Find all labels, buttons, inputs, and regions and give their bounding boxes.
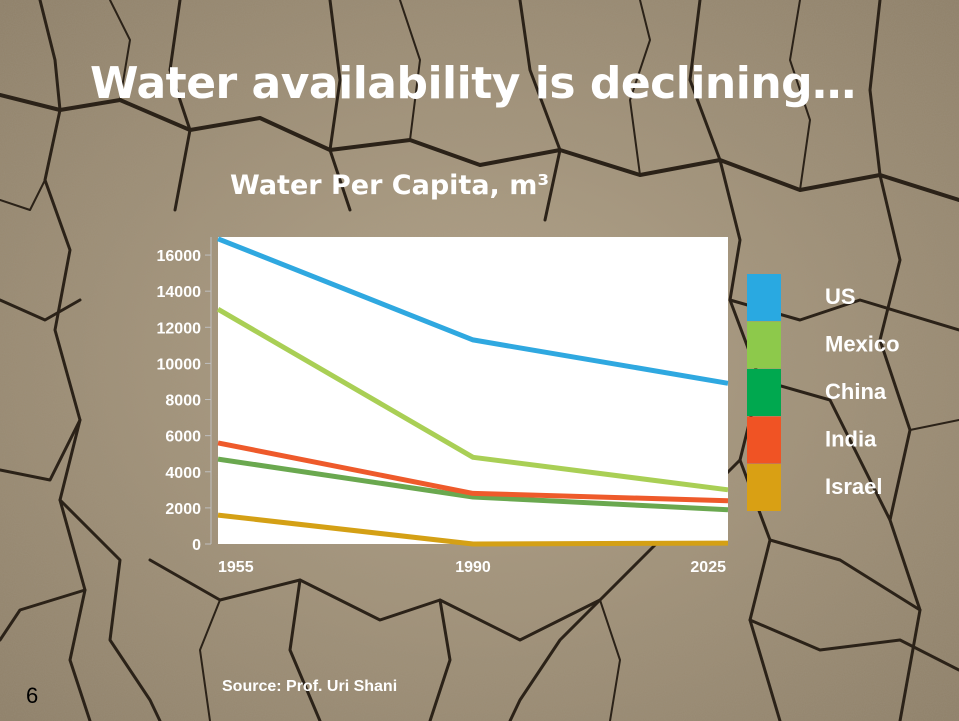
- y-tick-label: 8000: [165, 393, 201, 410]
- y-tick-label: 0: [192, 537, 201, 554]
- y-tick-label: 2000: [165, 501, 201, 518]
- legend-swatch-mexico: [747, 321, 781, 369]
- series-line-mexico: [216, 307, 729, 493]
- slide-number: 6: [26, 683, 39, 708]
- y-tick-label: 4000: [165, 465, 201, 482]
- x-tick-label: 1955: [218, 559, 254, 576]
- y-axis-ticks: 0 2000 4000 6000 8000 10000 12000 14000 16000: [157, 248, 211, 554]
- slide-title: Water availability is declining…: [90, 58, 856, 109]
- series-lines: [216, 236, 729, 547]
- legend-swatch-israel: [747, 464, 781, 511]
- x-tick-label: 1990: [455, 559, 491, 576]
- series-line-india: [217, 440, 729, 504]
- legend-label: Israel: [825, 474, 883, 499]
- y-tick-label: 10000: [157, 356, 202, 373]
- legend-swatch-china: [747, 369, 781, 416]
- legend-swatch-india: [747, 416, 781, 464]
- series-line-china: [217, 456, 729, 513]
- y-tick-label: 12000: [157, 320, 202, 337]
- legend-label: China: [825, 379, 887, 404]
- source-credit: Source: Prof. Uri Shani: [222, 678, 398, 695]
- chart-title: Water Per Capita, m³: [230, 170, 550, 201]
- y-tick-label: 16000: [157, 248, 202, 265]
- legend-label: US: [825, 284, 856, 309]
- y-tick-label: 14000: [157, 284, 202, 301]
- legend-label: Mexico: [825, 332, 900, 357]
- x-axis-ticks: 1955 1990 2025: [218, 559, 726, 576]
- legend-swatch-us: [747, 274, 781, 321]
- y-tick-label: 6000: [165, 429, 201, 446]
- x-tick-label: 2025: [690, 559, 726, 576]
- series-line-us: [217, 236, 729, 386]
- series-line-israel: [217, 512, 729, 547]
- legend-label: India: [825, 427, 877, 452]
- legend: US Mexico China India Israel: [747, 274, 900, 511]
